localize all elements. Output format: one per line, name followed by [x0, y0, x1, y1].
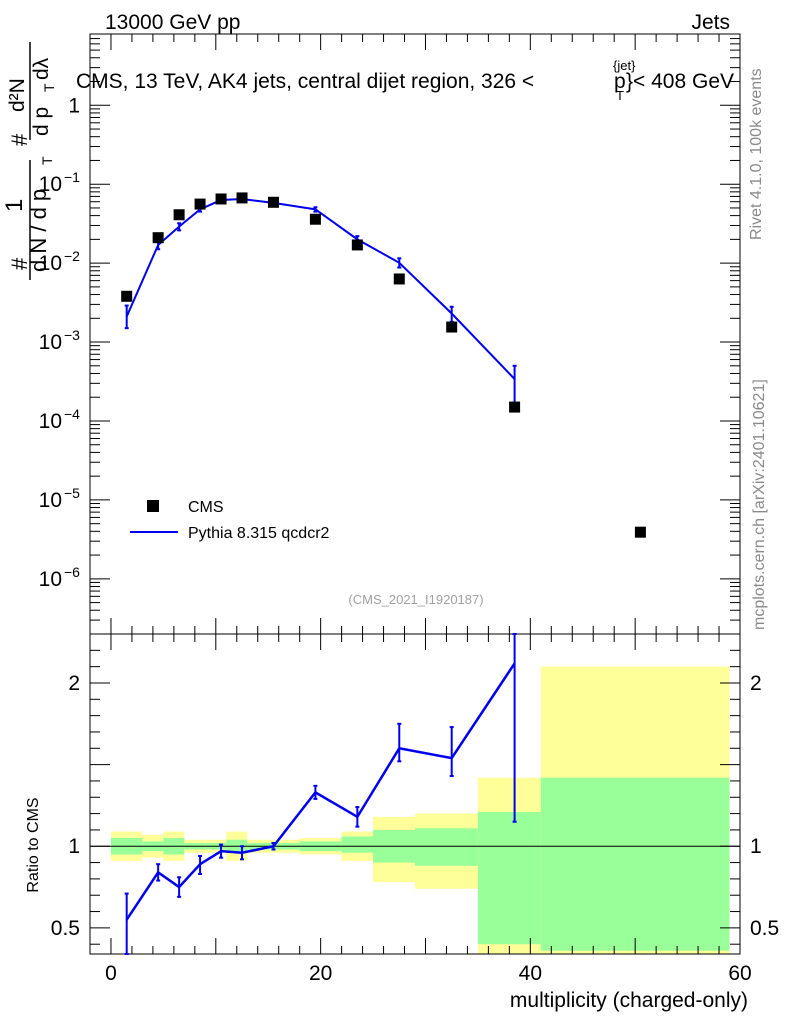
cms-point — [634, 526, 646, 538]
main-y-tick-exponent: −5 — [64, 485, 80, 501]
main-y-tick-label: 10 — [39, 331, 62, 354]
main-y-tick-label: 10 — [39, 489, 62, 512]
band-inner-11 — [477, 811, 541, 945]
title-tail-text: }< 408 GeV — [626, 70, 734, 93]
mcplots-label: mcplots.cern.ch [arXiv:2401.10621] — [751, 379, 768, 630]
ratio-x-tick-label: 20 — [309, 962, 332, 985]
process-label: Jets — [691, 11, 730, 34]
ratio-y-tick-label-right: 2 — [750, 672, 762, 695]
main-y-tick-label: 10 — [39, 252, 62, 275]
title-main-text: CMS, 13 TeV, AK4 jets, central dijet reg… — [76, 70, 534, 93]
energy-label: 13000 GeV pp — [105, 11, 240, 34]
ylabel-frac-sub: T — [39, 156, 55, 165]
main-plot-frame — [89, 33, 741, 635]
ratio-y-axis-label: Ratio to CMS — [25, 797, 42, 892]
main-y-tick-exponent: −3 — [64, 327, 80, 343]
cms-point — [509, 401, 521, 413]
cms-point — [121, 290, 133, 302]
main-y-tick-exponent: −4 — [64, 406, 80, 422]
cms-point — [393, 273, 405, 285]
legend-pythia-label: Pythia 8.315 qcdcr2 — [188, 525, 330, 542]
ratio-y-tick-label: 0.5 — [51, 917, 80, 940]
main-y-tick-exponent: −1 — [64, 169, 80, 185]
ratio-uncertainty-bands — [110, 666, 730, 954]
ratio-y-tick-label: 2 — [68, 672, 80, 695]
ratio-line — [125, 662, 516, 921]
ratio-x-tick-label: 60 — [728, 962, 751, 985]
legend: CMS Pythia 8.315 qcdcr2 — [130, 499, 330, 542]
band-inner-8 — [341, 836, 374, 853]
cms-point — [267, 196, 279, 208]
pythia-line — [125, 197, 516, 380]
ratio-y-tick-label: 1 — [68, 835, 80, 858]
main-x-axis — [110, 34, 741, 634]
legend-cms-marker — [147, 500, 159, 512]
plot-title: CMS, 13 TeV, AK4 jets, central dijet reg… — [76, 58, 734, 103]
main-y-tick-label: 1 — [68, 94, 80, 117]
cms-point — [215, 193, 227, 205]
cms-point — [309, 213, 321, 225]
legend-cms-label: CMS — [188, 499, 224, 516]
cms-point — [236, 192, 248, 204]
ylabel-numerator: d²N — [6, 78, 29, 112]
x-axis-label: multiplicity (charged-only) — [510, 989, 748, 1012]
main-y-tick-label: 10 — [39, 173, 62, 196]
ylabel-one: 1 — [1, 199, 28, 212]
analysis-id: (CMS_2021_I1920187) — [348, 592, 483, 607]
title-p-subscript: T — [616, 88, 624, 103]
ylabel-hash-2: # — [7, 133, 32, 146]
ratio-x-tick-label: 40 — [519, 962, 542, 985]
title-p: p — [614, 70, 626, 93]
cms-series — [121, 192, 646, 538]
main-y-tick-label: 10 — [39, 410, 62, 433]
pythia-series — [124, 195, 517, 409]
ratio-plot-frame — [89, 633, 741, 955]
ratio-y-tick-label-right: 0.5 — [750, 917, 779, 940]
ratio-y-tick-label-right: 1 — [750, 835, 762, 858]
cms-point — [194, 198, 206, 210]
ratio-series — [124, 633, 517, 955]
title-p-superscript: {jet} — [613, 58, 636, 73]
cms-point — [446, 321, 458, 333]
ylabel-hash-1: # — [7, 257, 32, 270]
band-inner-12 — [540, 777, 730, 951]
ylabel-denominator: d p — [30, 107, 53, 136]
ylabel-den-sub: T — [41, 83, 57, 92]
ratio-x-axis: 0 20 40 60 — [105, 634, 752, 985]
main-y-tick-exponent: −6 — [64, 564, 80, 580]
main-y-tick-exponent: −2 — [64, 248, 80, 264]
ratio-y-axis: 0.5 0.5 1 1 2 2 — [51, 649, 779, 945]
ratio-x-tick-label: 0 — [105, 962, 117, 985]
cms-point — [173, 209, 185, 221]
cms-point — [152, 232, 164, 244]
main-y-axis: 110−110−210−310−410−510−6 — [39, 33, 740, 635]
cms-point — [351, 239, 363, 251]
ylabel-den-tail: dλ — [30, 57, 53, 80]
main-y-tick-label: 10 — [39, 568, 62, 591]
rivet-label: Rivet 4.1.0, 100k events — [748, 68, 765, 240]
band-inner-10 — [415, 828, 478, 866]
ylabel-frac-den: d N / d p — [26, 189, 51, 272]
main-y-axis-label: # 1 d N / d p T # d²N d p T dλ — [1, 42, 57, 280]
